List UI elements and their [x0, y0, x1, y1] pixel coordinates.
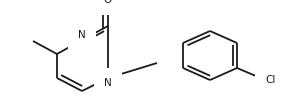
Text: O: O	[104, 0, 112, 5]
Text: Cl: Cl	[265, 75, 275, 85]
Text: N: N	[78, 30, 86, 40]
Text: N: N	[104, 78, 112, 88]
